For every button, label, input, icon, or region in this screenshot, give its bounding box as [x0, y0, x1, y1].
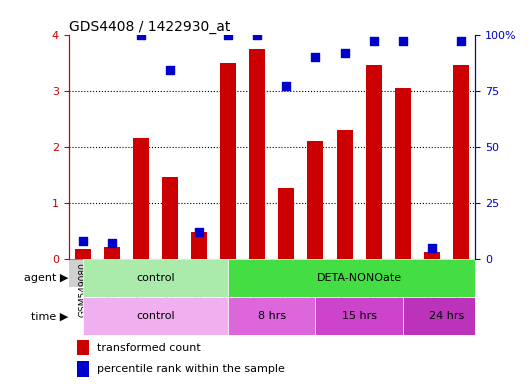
Bar	[83, 259, 228, 297]
Point	[137, 31, 146, 38]
Point	[253, 31, 262, 38]
Bar	[133, 138, 149, 259]
Bar	[403, 297, 490, 335]
Bar	[228, 259, 490, 297]
Text: control: control	[136, 273, 175, 283]
Point	[79, 238, 88, 244]
Bar	[77, 340, 89, 356]
Text: control: control	[136, 311, 175, 321]
Bar	[162, 177, 178, 259]
Text: agent ▶: agent ▶	[24, 273, 69, 283]
Bar	[423, 252, 440, 259]
Text: transformed count: transformed count	[97, 343, 201, 353]
Point	[195, 229, 204, 235]
Point	[166, 68, 174, 74]
Text: DETA-NONOate: DETA-NONOate	[316, 273, 402, 283]
Bar	[249, 49, 266, 259]
Bar	[307, 141, 324, 259]
Bar	[83, 297, 228, 335]
Bar	[220, 63, 237, 259]
Bar	[452, 65, 469, 259]
Bar	[77, 361, 89, 377]
Bar	[69, 259, 475, 287]
Text: time ▶: time ▶	[31, 311, 69, 321]
Text: 24 hrs: 24 hrs	[429, 311, 464, 321]
Bar	[365, 65, 382, 259]
Text: percentile rank within the sample: percentile rank within the sample	[97, 364, 285, 374]
Bar	[104, 247, 120, 259]
Bar	[336, 130, 353, 259]
Point	[399, 38, 407, 45]
Bar	[316, 297, 403, 335]
Text: 15 hrs: 15 hrs	[342, 311, 376, 321]
Bar	[228, 297, 316, 335]
Bar	[394, 88, 411, 259]
Text: 8 hrs: 8 hrs	[258, 311, 286, 321]
Point	[369, 38, 378, 45]
Point	[282, 83, 290, 89]
Point	[224, 31, 232, 38]
Bar	[191, 232, 208, 259]
Text: GDS4408 / 1422930_at: GDS4408 / 1422930_at	[69, 20, 230, 33]
Bar	[278, 188, 295, 259]
Point	[312, 54, 320, 60]
Point	[456, 38, 465, 45]
Point	[108, 240, 116, 247]
Point	[428, 245, 436, 251]
Point	[340, 50, 348, 56]
Bar	[75, 249, 91, 259]
